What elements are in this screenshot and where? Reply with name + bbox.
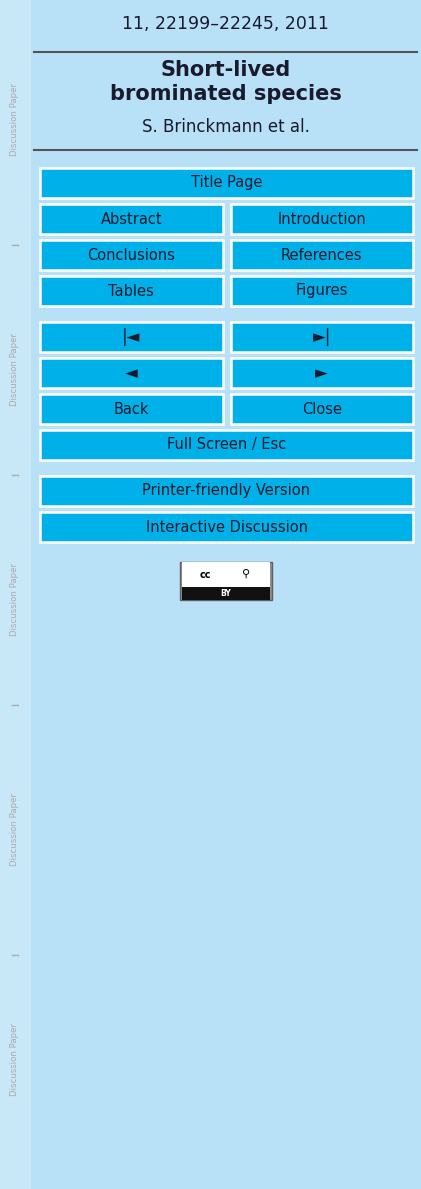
FancyBboxPatch shape	[179, 562, 272, 600]
FancyBboxPatch shape	[40, 394, 223, 424]
Text: Discussion Paper: Discussion Paper	[11, 564, 19, 636]
FancyBboxPatch shape	[231, 394, 413, 424]
FancyBboxPatch shape	[231, 240, 413, 270]
Circle shape	[195, 564, 216, 585]
FancyBboxPatch shape	[231, 322, 413, 352]
Text: References: References	[281, 247, 362, 263]
Text: Discussion Paper: Discussion Paper	[11, 1024, 19, 1096]
Text: Discussion Paper: Discussion Paper	[11, 83, 19, 157]
Text: Close: Close	[302, 402, 342, 416]
Text: BY: BY	[220, 589, 231, 598]
Text: Interactive Discussion: Interactive Discussion	[146, 520, 307, 535]
FancyBboxPatch shape	[181, 562, 269, 587]
Text: Title Page: Title Page	[191, 176, 262, 190]
Text: Discussion Paper: Discussion Paper	[11, 793, 19, 867]
Text: ⚲: ⚲	[242, 568, 250, 579]
FancyBboxPatch shape	[231, 358, 413, 388]
Bar	[0, 0, 30, 1189]
Text: 11, 22199–22245, 2011: 11, 22199–22245, 2011	[122, 15, 329, 33]
Text: Tables: Tables	[108, 283, 154, 298]
Text: brominated species: brominated species	[109, 84, 341, 103]
FancyBboxPatch shape	[40, 512, 413, 542]
FancyBboxPatch shape	[231, 276, 413, 306]
FancyBboxPatch shape	[40, 205, 223, 234]
Text: ◄: ◄	[125, 364, 138, 382]
Text: ►: ►	[315, 364, 328, 382]
FancyBboxPatch shape	[40, 276, 223, 306]
Text: |◄: |◄	[122, 328, 141, 346]
Text: Printer-friendly Version: Printer-friendly Version	[142, 484, 311, 498]
Text: Full Screen / Esc: Full Screen / Esc	[167, 438, 286, 453]
Text: Conclusions: Conclusions	[87, 247, 175, 263]
Circle shape	[235, 564, 256, 585]
FancyBboxPatch shape	[40, 476, 413, 507]
Text: cc: cc	[200, 570, 211, 579]
Text: Abstract: Abstract	[101, 212, 162, 226]
FancyBboxPatch shape	[40, 240, 223, 270]
Text: Discussion Paper: Discussion Paper	[11, 333, 19, 407]
Text: S. Brinckmann et al.: S. Brinckmann et al.	[141, 118, 309, 136]
FancyBboxPatch shape	[181, 587, 269, 600]
Text: Short-lived: Short-lived	[160, 59, 290, 80]
FancyBboxPatch shape	[231, 205, 413, 234]
FancyBboxPatch shape	[40, 358, 223, 388]
Text: ►|: ►|	[312, 328, 331, 346]
Text: Figures: Figures	[296, 283, 348, 298]
FancyBboxPatch shape	[40, 168, 413, 199]
Text: Introduction: Introduction	[277, 212, 366, 226]
FancyBboxPatch shape	[40, 430, 413, 460]
FancyBboxPatch shape	[40, 322, 223, 352]
Text: Back: Back	[114, 402, 149, 416]
